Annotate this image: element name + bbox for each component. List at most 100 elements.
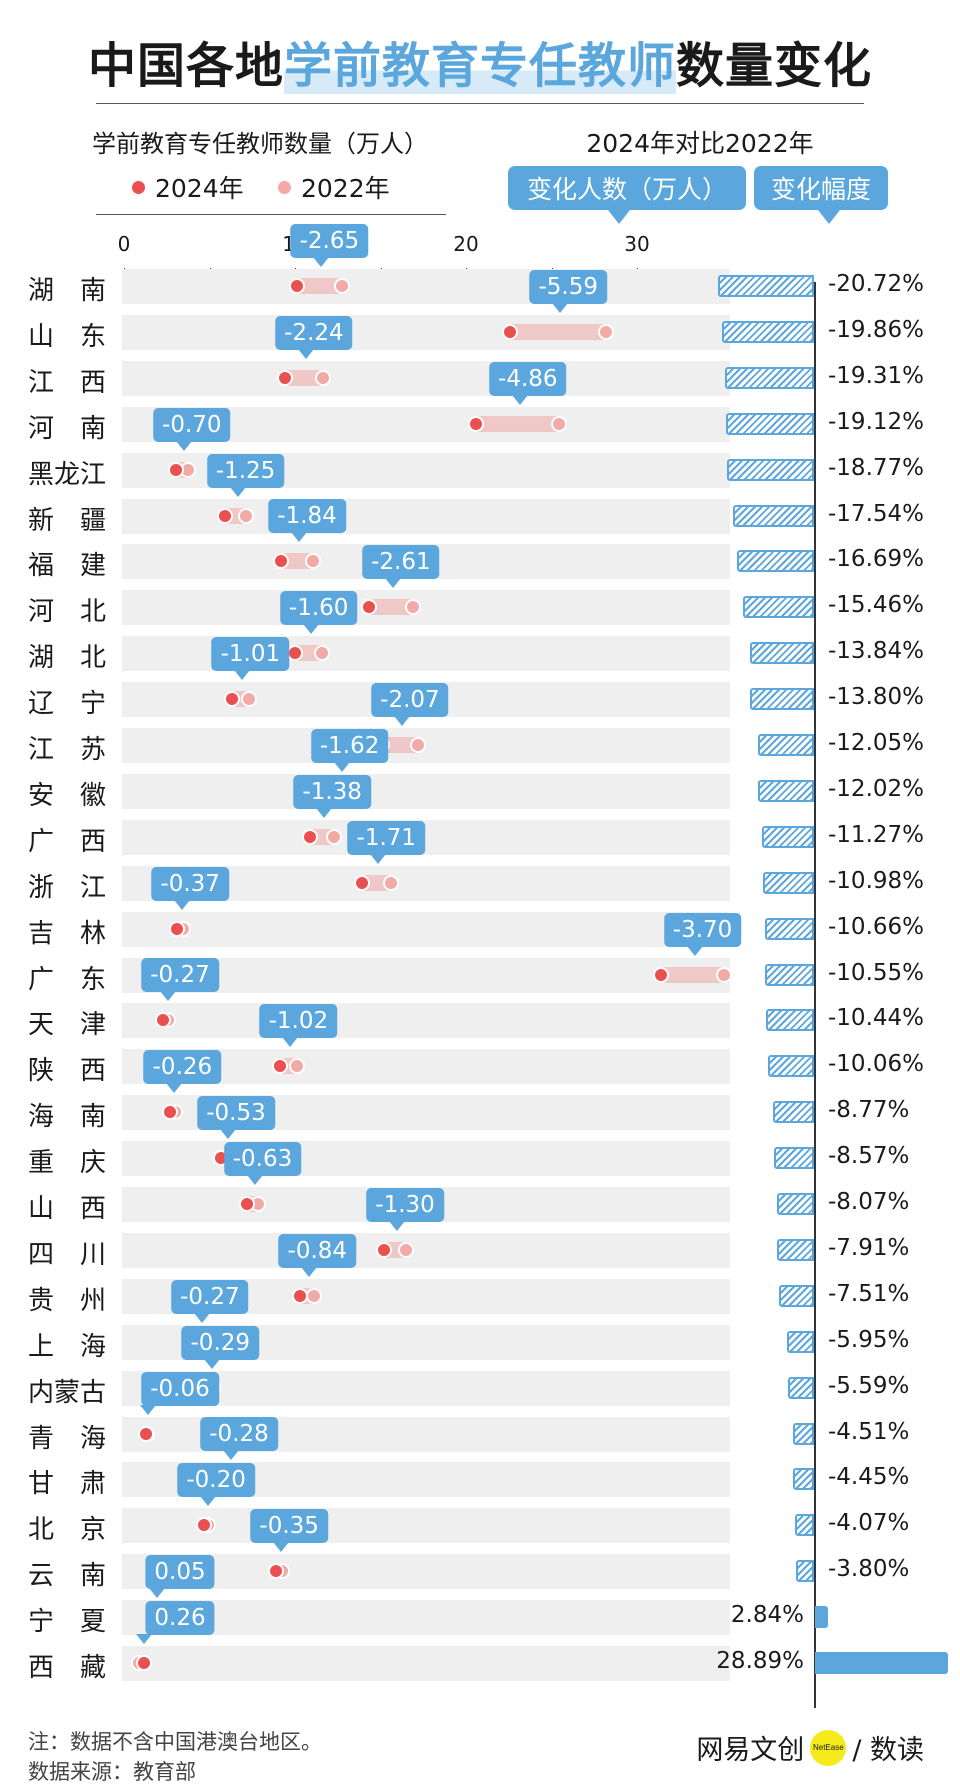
pct-bar [758,779,814,802]
change-label: -0.35 [250,1509,328,1544]
change-label-pointer [291,532,308,543]
pct-axis [814,282,816,1708]
legend-divider [96,214,446,215]
change-label: -0.27 [141,958,219,993]
change-label-pointer [384,578,401,589]
brand: 网易文创 NetEase / 数读 [696,1728,924,1767]
footnote: 注：数据不含中国港澳台地区。 [28,1730,322,1754]
dot-2022 [238,507,255,524]
dot-2024 [137,1425,154,1442]
row-background [122,269,730,304]
dot-2024 [288,278,305,294]
legend-item-2024: 2024年 [132,169,244,205]
change-label-pointer [135,1634,152,1644]
compare-title: 2024年对比2022年 [586,129,814,158]
pct-label: -18.77% [828,454,924,481]
pct-label: -10.55% [828,959,924,986]
pct-bar [779,1284,814,1307]
dot-2024 [292,1287,309,1304]
change-label: -1.30 [366,1187,444,1222]
dot-2024 [375,1241,392,1258]
row-background [122,773,730,809]
row-background [122,590,730,626]
pct-bar [815,1652,949,1674]
change-label: -1.84 [268,499,346,534]
dot-2024 [271,1058,288,1075]
province-label: 湖 南 [28,276,107,306]
change-label: -1.62 [310,728,389,763]
change-label: -1.01 [211,637,290,672]
dot-2024 [167,461,184,478]
province-label: 安 徽 [28,780,107,811]
dot-2022 [325,828,342,845]
change-band [382,737,418,753]
pct-label: -7.91% [828,1234,910,1261]
pct-bar [773,1101,814,1124]
dot-2022 [241,691,257,708]
pct-label: -15.46% [828,592,924,619]
province-label: 青 海 [28,1423,107,1454]
dot-2024 [273,553,290,570]
province-label: 宁 夏 [28,1607,107,1638]
dot-2024 [276,369,293,386]
province-label: 浙 江 [28,872,107,903]
row-background [122,728,730,763]
pct-bar [761,825,814,848]
pct-label: -8.77% [828,1097,910,1124]
pct-bar [724,366,814,389]
pct-label: -13.80% [828,684,924,711]
legend-label-2024: 2024年 [155,174,244,203]
pct-bar [788,1376,814,1399]
change-label: -0.27 [171,1279,249,1314]
change-label: -1.02 [259,1004,338,1039]
pct-label: -11.27% [828,821,924,848]
pct-bar [732,504,814,527]
dot-2024 [239,1196,256,1212]
x-tick-label: 0 [117,232,131,256]
row-background [122,1232,730,1268]
change-label-pointer [686,945,703,956]
header-change-count-pointer [608,210,630,224]
pct-bar [750,642,814,665]
dot-2022 [551,415,568,432]
pct-bar [765,963,814,986]
change-label-pointer [140,1404,157,1415]
pct-label: -10.98% [828,867,924,894]
dot-2024 [502,323,519,340]
change-label-pointer [552,302,569,313]
province-label: 湖 北 [28,643,107,674]
province-label: 海 南 [28,1102,107,1133]
pct-bar [793,1468,814,1491]
brand-sub: / 数读 [852,1735,924,1766]
change-label: -0.28 [200,1417,278,1452]
pct-label: -3.80% [828,1556,910,1583]
pct-bar [725,412,814,435]
row-background [122,1600,730,1636]
province-label: 黑龙江 [28,459,107,490]
title-divider [96,103,864,104]
change-label: -2.07 [371,683,449,717]
legend-dot-2024 [132,180,145,194]
dot-2022 [598,323,615,340]
change-band [510,323,607,340]
change-band [368,599,414,616]
dot-2022 [334,278,351,294]
x-tick-label: 30 [624,232,650,256]
pct-label: -17.54% [828,500,924,527]
change-band [284,369,324,386]
change-label-pointer [316,807,333,818]
pct-bar [815,1606,829,1629]
change-band [296,278,343,294]
change-label-pointer [246,1175,263,1185]
pct-label: -4.51% [828,1418,910,1445]
pct-label: -20.72% [828,271,924,297]
row-background [122,1554,730,1590]
change-label-pointer [204,1358,221,1369]
change-label-pointer [389,1220,406,1231]
dot-2024 [155,1012,172,1029]
title-highlight: 学前教育专任教师 [283,38,676,94]
province-label: 广 西 [28,826,107,857]
pct-bar [718,275,814,297]
pct-label: -12.02% [828,775,924,802]
row-background [122,911,730,947]
